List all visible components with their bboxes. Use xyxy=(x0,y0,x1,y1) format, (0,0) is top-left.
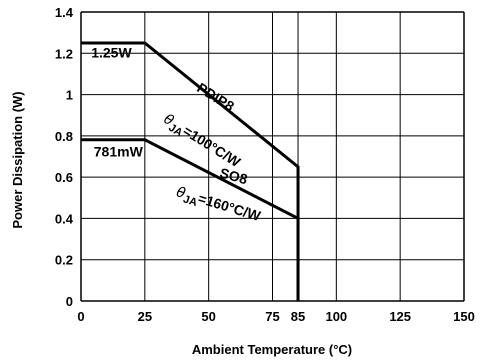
y-tick-label: 0.8 xyxy=(55,129,73,144)
x-tick-label: 125 xyxy=(389,309,411,324)
series-line-so8 xyxy=(81,138,300,301)
x-tick-label: 25 xyxy=(138,309,152,324)
x-tick-label: 75 xyxy=(265,309,279,324)
annotation-pdip-name: PDIP8 xyxy=(194,79,237,114)
x-tick-label: 85 xyxy=(291,309,305,324)
y-axis-title: Power Dissipation (W) xyxy=(10,91,25,228)
x-tick-label: 100 xyxy=(325,309,347,324)
y-tick-label: 0 xyxy=(66,294,73,309)
series-line-pdip8 xyxy=(81,41,300,301)
annotation-so-power: 781mW xyxy=(94,144,144,160)
x-tick-label: 0 xyxy=(77,309,84,324)
y-tick-label: 0.2 xyxy=(55,253,73,268)
x-tick-label: 50 xyxy=(201,309,215,324)
tick-labels: 0 25 50 75 85 100 125 150 0 0.2 0.4 0.6 0.8 1 1.2 1.4 xyxy=(55,5,475,324)
y-tick-label: 0.6 xyxy=(55,170,73,185)
y-tick-label: 1.2 xyxy=(55,46,73,61)
annotation-so-theta: θJA=160°C/W xyxy=(173,183,263,228)
y-tick-label: 1.4 xyxy=(55,5,74,20)
annotation-pdip-theta: θJA=100°C/W xyxy=(159,110,244,173)
y-tick-label: 0.4 xyxy=(55,211,74,226)
annotation-pdip-power: 1.25W xyxy=(91,44,132,60)
x-axis-title: Ambient Temperature (°C) xyxy=(192,342,352,357)
annotation-so-name: SO8 xyxy=(218,165,249,188)
series-lines xyxy=(81,41,300,301)
y-tick-label: 1 xyxy=(66,88,73,103)
x-tick-label: 150 xyxy=(453,309,475,324)
grid xyxy=(80,11,465,302)
